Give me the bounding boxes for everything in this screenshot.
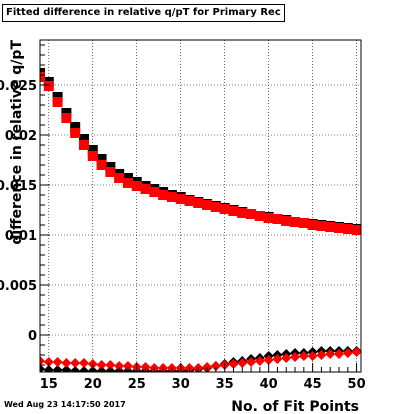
series-1-point-23: [237, 208, 248, 218]
series-3-point-5: [78, 358, 89, 368]
series-0-point-6: [87, 145, 98, 155]
series-3-point-36: [351, 347, 361, 357]
x-tick-label-5: 40: [260, 377, 278, 392]
date-stamp: Wed Aug 23 14:17:50 2017: [4, 400, 126, 409]
series-1-point-29: [290, 217, 301, 227]
series-1-point-21: [219, 204, 230, 214]
series-3-point-28: [281, 353, 292, 363]
series-3-point-26: [263, 355, 274, 365]
x-tick-label-3: 30: [172, 377, 190, 392]
series-1-point-20: [210, 202, 221, 212]
series-3-point-22: [228, 359, 239, 369]
series-3-point-9: [114, 361, 125, 371]
y-tick-label-1: 0.005: [0, 279, 37, 294]
series-3-point-32: [316, 350, 327, 360]
series-1-point-9: [114, 173, 125, 183]
series-1-point-17: [184, 196, 195, 206]
series-1-point-2: [52, 97, 63, 107]
series-3-point-34: [334, 349, 345, 359]
series-3-point-3: [61, 358, 72, 368]
series-3-point-24: [246, 357, 257, 367]
x-tick-label-7: 50: [348, 377, 366, 392]
series-1-point-26: [263, 213, 274, 223]
series-1-point-11: [131, 181, 142, 191]
chart-title: Fitted difference in relative q/pT for P…: [2, 4, 285, 22]
series-1-point-6: [87, 151, 98, 161]
x-tick-label-1: 20: [84, 377, 102, 392]
series-1-point-32: [316, 221, 327, 231]
series-3-point-30: [298, 351, 309, 361]
y-tick-label-5: 0.025: [0, 79, 37, 94]
series-3-point-20: [210, 361, 221, 371]
series-1-point-25: [254, 211, 265, 221]
series-3-point-0: [40, 356, 45, 366]
series-1-point-19: [202, 200, 213, 210]
series-1-point-12: [140, 184, 151, 194]
series-3-point-25: [254, 356, 265, 366]
series-1-point-3: [61, 113, 72, 123]
series-3-point-27: [272, 354, 283, 364]
series-0-point-7: [96, 154, 107, 164]
x-axis-title: No. of Fit Points: [231, 399, 359, 414]
data-markers: [40, 68, 361, 372]
y-tick-label-3: 0.015: [0, 179, 37, 194]
series-3-point-10: [122, 361, 133, 371]
series-3-point-23: [237, 358, 248, 368]
series-1-point-30: [298, 218, 309, 228]
series-3-point-33: [325, 349, 336, 359]
series-3-point-4: [70, 358, 81, 368]
x-tick-label-4: 35: [216, 377, 234, 392]
x-tick-label-2: 25: [128, 377, 146, 392]
series-0-point-5: [78, 134, 89, 144]
series-1-point-33: [325, 222, 336, 232]
series-1-point-27: [272, 214, 283, 224]
series-1-point-34: [334, 223, 345, 233]
series-1-point-24: [246, 209, 257, 219]
x-tick-label-0: 15: [40, 377, 58, 392]
series-3-point-1: [43, 357, 54, 367]
series-1-point-0: [40, 72, 45, 82]
grid: [40, 40, 361, 372]
x-tick-label-6: 45: [304, 377, 322, 392]
series-1-point-5: [78, 140, 89, 150]
y-tick-label-0: 0: [28, 329, 37, 344]
series-3-point-7: [96, 360, 107, 370]
series-1-point-8: [105, 167, 116, 177]
series-1-point-10: [122, 178, 133, 188]
y-tick-label-2: 0.01: [5, 229, 37, 244]
series-1-point-35: [342, 224, 353, 234]
series-1-point-31: [307, 220, 318, 230]
series-1-point-13: [149, 187, 160, 197]
series-1-point-22: [228, 206, 239, 216]
series-1-point-4: [70, 128, 81, 138]
y-axis-title: difference in relative q/pT: [9, 40, 25, 245]
series-3-point-29: [290, 352, 301, 362]
plot-frame: [39, 39, 362, 373]
series-1-point-7: [96, 160, 107, 170]
series-1-point-15: [166, 192, 177, 202]
series-1-point-14: [158, 190, 169, 200]
series-1-point-28: [281, 216, 292, 226]
y-tick-label-4: 0.02: [5, 129, 37, 144]
axis-ticks: 15 20 25 30 35 40 45 50 0 0.005 0.01 0.015 0.02 0.025: [0, 44, 366, 392]
series-1-point-16: [175, 194, 186, 204]
series-1-point-18: [193, 198, 204, 208]
series-2-point-0: [40, 364, 45, 372]
series-3-point-31: [307, 351, 318, 361]
series-3-point-2: [52, 357, 63, 367]
series-1-point-1: [43, 81, 54, 91]
series-3-point-8: [105, 360, 116, 370]
series-0-point-4: [70, 122, 81, 132]
series-1-point-36: [351, 225, 361, 235]
series-3-point-35: [342, 348, 353, 358]
